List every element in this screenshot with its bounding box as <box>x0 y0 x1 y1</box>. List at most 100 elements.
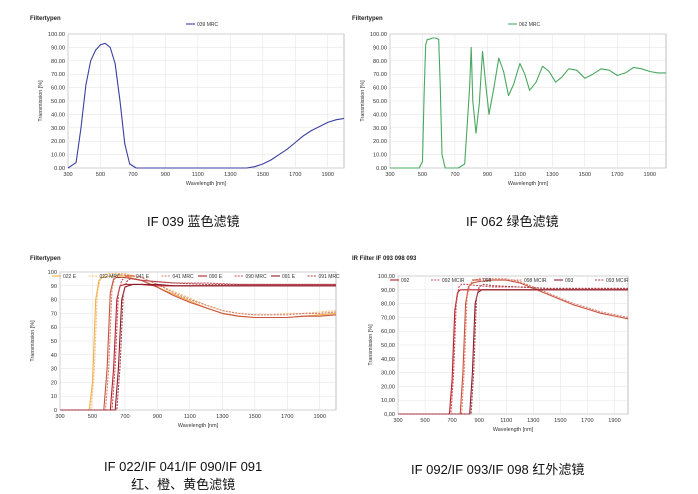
series-line-041-mrc <box>60 274 337 411</box>
x-tick-label: 500 <box>96 172 105 178</box>
y-tick-label: 40 <box>51 353 57 359</box>
chart-title: Filtertypen <box>30 16 61 22</box>
x-tick-label: 900 <box>475 418 484 424</box>
chart-title: Filtertypen <box>352 16 383 22</box>
x-axis-label: Wavelength [nm] <box>186 181 227 187</box>
x-tick-label: 900 <box>161 172 170 178</box>
legend-entry: 041 E <box>136 274 150 280</box>
caption-red-orange-yellow-line1: IF 022/IF 041/IF 090/IF 091 <box>104 459 263 474</box>
series-line-093-mcir <box>398 283 628 415</box>
y-tick-label: 0,00 <box>384 412 395 418</box>
y-tick-label: 80 <box>51 298 57 304</box>
chart-svg-p1: Filtertypen 0.00 10.00 20.00 30.00 40.00 50.00… <box>30 16 345 187</box>
y-tick-label: 50.00 <box>373 99 387 105</box>
x-tick-label: 900 <box>483 172 492 178</box>
y-tick-label: 20.00 <box>373 139 387 145</box>
legend-entry: 093 MCIR <box>606 278 629 284</box>
y-tick-label: 70,00 <box>381 315 395 321</box>
y-tick-label: 100,00 <box>378 274 395 280</box>
x-tick-label: 1700 <box>611 172 623 178</box>
x-tick-label: 1300 <box>546 172 558 178</box>
legend-entry: 022 E <box>63 274 77 280</box>
chart-svg-p3: Filtertypen 0 10 20 30 40 50 60 70 80 90 100 300 500 7… <box>30 256 340 429</box>
y-tick-label: 50,00 <box>381 343 395 349</box>
x-tick-label: 1500 <box>554 418 566 424</box>
x-tick-label: 1300 <box>527 418 539 424</box>
x-tick-label: 1900 <box>314 414 326 420</box>
y-axis-label: Transmission [%] <box>38 80 44 122</box>
series-line-041-e <box>60 276 337 411</box>
chart-svg-p2: Filtertypen 0.00 10.00 20.00 30.00 40.00 50.00… <box>352 16 667 187</box>
y-tick-label: 90.00 <box>373 45 387 51</box>
y-tick-label: 20,00 <box>381 384 395 390</box>
x-tick-label: 1300 <box>216 414 228 420</box>
x-tick-label: 700 <box>120 414 129 420</box>
x-tick-label: 1500 <box>579 172 591 178</box>
y-tick-label: 0.00 <box>376 166 387 172</box>
y-tick-label: 80,00 <box>381 302 395 308</box>
series-line-039-mrc <box>67 42 345 169</box>
legend-entry: 062 MRC <box>519 22 541 28</box>
series-line-098-mcir <box>398 278 629 415</box>
y-tick-label: 30,00 <box>381 371 395 377</box>
chart-blue-filter: Filtertypen 0.00 10.00 20.00 30.00 40.00 50.00… <box>30 12 350 197</box>
y-axis-label: Transmission [%] <box>360 80 366 122</box>
y-tick-label: 70.00 <box>51 72 65 78</box>
y-tick-label: 60.00 <box>51 86 65 92</box>
x-tick-label: 1700 <box>581 418 593 424</box>
x-axis-label: Wavelength [nm] <box>493 427 534 433</box>
x-tick-label: 1500 <box>249 414 261 420</box>
y-tick-label: 90.00 <box>51 45 65 51</box>
series-line-093 <box>398 289 628 415</box>
y-tick-label: 30.00 <box>373 126 387 132</box>
legend-entry: 090 E <box>209 274 223 280</box>
caption-green-filter: IF 062 绿色滤镜 <box>466 214 559 229</box>
y-tick-label: 50.00 <box>51 99 65 105</box>
legend-entry: 098 MCIR <box>524 278 547 284</box>
x-tick-label: 500 <box>88 414 97 420</box>
series-line-022-mrc <box>60 272 337 411</box>
y-tick-label: 100.00 <box>370 32 387 38</box>
legend-entry: 092 MCIR <box>442 278 465 284</box>
caption-red-orange-yellow: IF 022/IF 041/IF 090/IF 091 红、橙、黄色滤镜 <box>104 459 262 493</box>
y-tick-label: 10.00 <box>51 153 65 159</box>
x-tick-label: 900 <box>153 414 162 420</box>
y-tick-label: 80.00 <box>51 59 65 65</box>
y-tick-label: 60 <box>51 325 57 331</box>
x-axis-label: Wavelength [nm] <box>508 181 549 187</box>
y-tick-label: 10.00 <box>373 153 387 159</box>
x-tick-label: 1100 <box>500 418 512 424</box>
x-tick-label: 1900 <box>608 418 620 424</box>
x-tick-label: 300 <box>55 414 64 420</box>
legend-entry: 090 MRC <box>246 274 268 280</box>
series-line-062-mrc <box>390 37 666 169</box>
y-tick-label: 60.00 <box>373 86 387 92</box>
y-tick-label: 60,00 <box>381 329 395 335</box>
x-tick-label: 1900 <box>644 172 656 178</box>
x-tick-label: 500 <box>418 172 427 178</box>
y-tick-label: 40.00 <box>373 112 387 118</box>
y-tick-label: 50 <box>51 339 57 345</box>
y-tick-label: 100 <box>48 270 57 276</box>
caption-red-orange-yellow-line2: 红、橙、黄色滤镜 <box>131 477 236 492</box>
legend-entry: 091 E <box>282 274 296 280</box>
x-tick-label: 1100 <box>514 172 526 178</box>
legend-entry: 098 <box>483 278 492 284</box>
chart-title: Filtertypen <box>30 256 61 262</box>
y-tick-label: 30.00 <box>51 126 65 132</box>
legend-entry: 092 <box>401 278 410 284</box>
x-tick-label: 1300 <box>224 172 236 178</box>
series-line-090-mrc <box>60 276 336 411</box>
y-tick-label: 40.00 <box>51 112 65 118</box>
chart-green-filter: Filtertypen 0.00 10.00 20.00 30.00 40.00 50.00… <box>352 12 672 197</box>
legend-entry: 093 <box>565 278 574 284</box>
y-tick-label: 20 <box>51 380 57 386</box>
legend-entry: 039 MRC <box>197 22 219 28</box>
y-tick-label: 90 <box>51 284 57 290</box>
y-tick-label: 70.00 <box>373 72 387 78</box>
legend-entry: 022 MRC <box>100 274 122 280</box>
x-tick-label: 1900 <box>322 172 334 178</box>
caption-blue-filter: IF 039 蓝色滤镜 <box>147 214 240 229</box>
y-tick-label: 40,00 <box>381 357 395 363</box>
series-line-091-e <box>60 283 336 411</box>
